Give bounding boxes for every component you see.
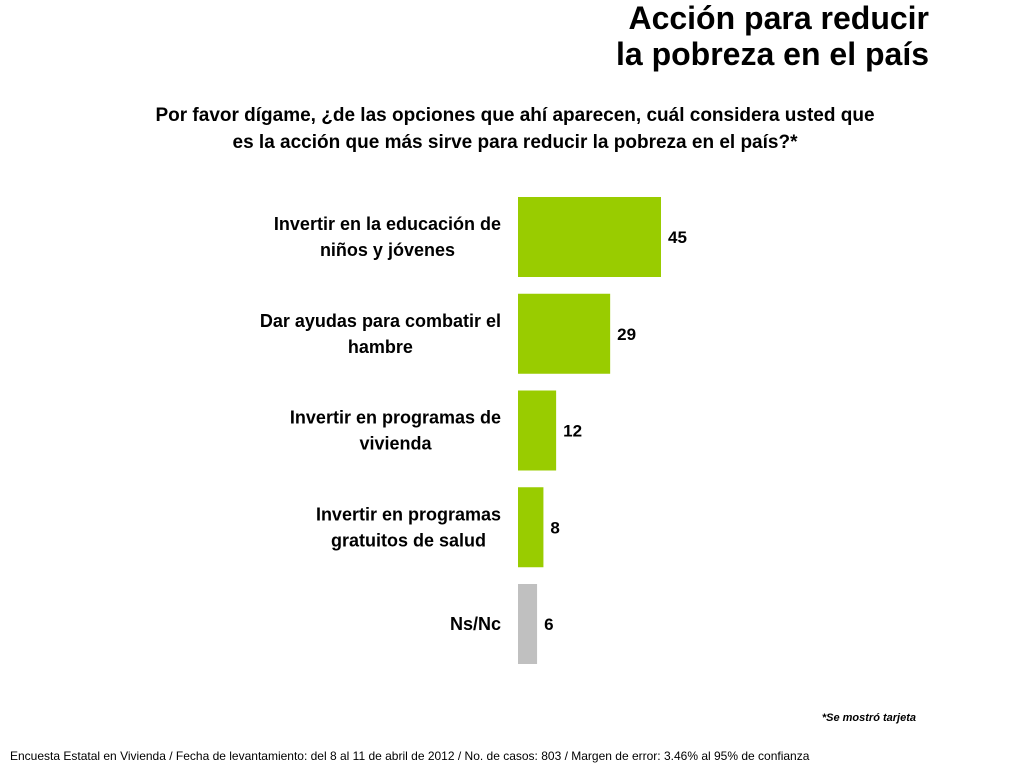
survey-question-line-2: es la acción que más sirve para reducir …	[232, 132, 798, 153]
bar-3	[518, 390, 557, 471]
category-label-1: Invertir en la educación de niños y jóven…	[274, 214, 501, 260]
category-label-5-line-1: Ns/Nc	[450, 614, 501, 634]
bar-4	[518, 487, 544, 568]
category-label-4-line-2: gratuitos de salud	[331, 530, 486, 550]
category-label-2-line-2: hambre	[348, 337, 413, 357]
value-label-4: 8	[550, 518, 559, 537]
bar-1	[518, 197, 661, 277]
category-label-3-line-1: Invertir en programas de	[290, 408, 501, 428]
category-label-2: Dar ayudas para combatir el hambre	[260, 311, 501, 357]
survey-question-line-1: Por favor dígame, ¿de las opciones que a…	[155, 105, 875, 126]
category-label-4-line-1: Invertir en programas	[316, 504, 501, 524]
chart-title: Acción para reducir la pobreza en el paí…	[329, 0, 929, 72]
category-label-3: Invertir en programas de vivienda	[290, 408, 501, 454]
card-shown-note: *Se mostró tarjeta	[821, 712, 916, 724]
bar-2	[518, 293, 611, 374]
category-label-1-line-1: Invertir en la educación de	[274, 214, 501, 234]
chart-title-line-2: la pobreza en el país	[616, 36, 929, 72]
category-label-4: Invertir en programas gratuitos de salud	[316, 504, 501, 550]
value-label-5: 6	[544, 615, 553, 634]
category-label-5: Ns/Nc	[450, 614, 501, 634]
bar-5	[518, 584, 538, 664]
chart-title-line-1: Acción para reducir	[628, 0, 929, 36]
category-label-2-line-1: Dar ayudas para combatir el	[260, 311, 501, 331]
survey-footer: Encuesta Estatal en Vivienda / Fecha de …	[10, 749, 810, 763]
category-label-3-line-2: vivienda	[359, 434, 432, 454]
category-label-1-line-2: niños y jóvenes	[320, 240, 455, 260]
value-label-1: 45	[668, 228, 687, 247]
survey-question: Por favor dígame, ¿de las opciones que a…	[60, 102, 970, 156]
value-label-3: 12	[563, 422, 582, 441]
value-label-2: 29	[617, 325, 636, 344]
